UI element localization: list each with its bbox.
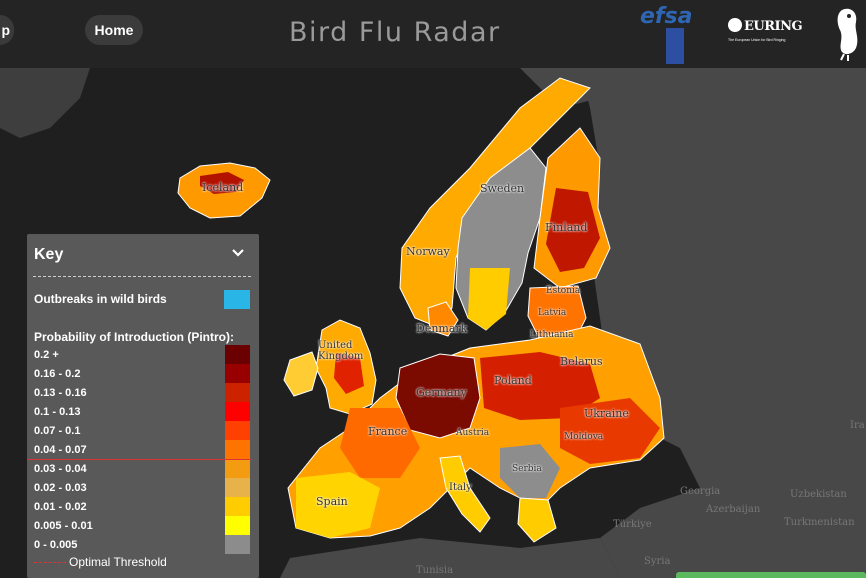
denmark-shape [427, 301, 459, 337]
label-estonia: Estonia [546, 286, 581, 296]
spain-yellow [296, 472, 380, 538]
legend-swatch-9 [225, 516, 250, 535]
euring-logo[interactable]: EURING The European Union for Bird Ringi… [728, 16, 806, 46]
chevron-down-icon[interactable] [231, 246, 245, 260]
loading-progress-bar [676, 572, 866, 578]
outbreaks-swatch [224, 290, 250, 309]
germany-shape [395, 353, 481, 439]
uk-red [334, 353, 364, 394]
label-turkmenistan: Turkmenistan [784, 517, 855, 528]
euring-logo-name: EURING [744, 19, 803, 34]
label-sweden: Sweden [480, 182, 525, 195]
finland-red [546, 188, 600, 272]
euring-logo-tagline: The European Union for Bird Ringing [728, 38, 786, 42]
outbreaks-label: Outbreaks in wild birds [34, 292, 167, 306]
optimal-threshold-line [27, 459, 252, 460]
ukraine-red [560, 398, 660, 464]
label-spain: Spain [316, 495, 348, 508]
label-iceland: Iceland [202, 181, 244, 194]
legend-swatch-5 [225, 440, 250, 459]
legend-label-4: 0.07 - 0.1 [34, 425, 81, 437]
legend-swatch-2 [225, 383, 250, 402]
map-canvas[interactable] [0, 68, 866, 578]
label-belarus: Belarus [560, 355, 603, 368]
greece-shape [517, 497, 557, 543]
eu-flag-icon [666, 28, 684, 64]
legend-swatch-7 [225, 478, 250, 497]
label-united-kingdom: United Kingdom [318, 340, 364, 362]
legend-swatch-10 [225, 535, 250, 554]
label-austria: Austria [456, 428, 490, 438]
legend-label-6: 0.03 - 0.04 [34, 463, 87, 475]
poland-belarus-red [480, 352, 600, 420]
legend-label-5: 0.04 - 0.07 [34, 444, 87, 456]
label-azerbaijan: Azerbaijan [706, 504, 761, 515]
page-title: Bird Flu Radar [289, 17, 501, 48]
euring-badge-icon [728, 18, 742, 32]
nav-button-left[interactable]: p [0, 15, 14, 45]
sweden-south-yellow [468, 268, 510, 330]
legend-swatch-6 [225, 459, 250, 478]
legend-label-0: 0.2 + [34, 349, 59, 361]
label-denmark: Denmark [416, 322, 468, 335]
app-header: p Home Bird Flu Radar efsa EURING The Eu… [0, 0, 866, 68]
key-title: Key [34, 246, 64, 263]
legend-label-8: 0.01 - 0.02 [34, 501, 87, 513]
ireland-shape [283, 351, 319, 397]
legend-swatch-0 [225, 345, 250, 364]
italy-shape [439, 455, 491, 533]
label-moldova: Moldova [564, 432, 604, 442]
label-serbia: Serbia [512, 464, 542, 474]
legend-label-7: 0.02 - 0.03 [34, 482, 87, 494]
iceland-dark [200, 172, 244, 194]
eastern-landmass [580, 68, 866, 578]
label-ira: Ira [850, 420, 865, 431]
legend-label-10: 0 - 0.005 [34, 539, 78, 551]
map-key-panel: Key Outbreaks in wild birds Probability … [27, 234, 259, 578]
label-georgia: Georgia [680, 486, 721, 497]
label-poland: Poland [494, 374, 532, 387]
threshold-dash-icon [34, 562, 66, 563]
label-italy: Italy [449, 482, 472, 493]
greenland-edge [0, 68, 90, 138]
label-germany: Germany [416, 386, 467, 399]
legend-swatch-4 [225, 421, 250, 440]
legend-label-3: 0.1 - 0.13 [34, 406, 81, 418]
legend-swatch-8 [225, 497, 250, 516]
label-france: France [368, 425, 408, 438]
legend-swatch-3 [225, 402, 250, 421]
label-norway: Norway [406, 245, 450, 258]
key-divider [33, 276, 251, 277]
label-finland: Finland [545, 221, 588, 234]
bird-logo-icon[interactable] [834, 4, 864, 62]
legend-label-9: 0.005 - 0.01 [34, 520, 93, 532]
legend-label-1: 0.16 - 0.2 [34, 368, 81, 380]
home-button[interactable]: Home [85, 15, 143, 45]
efsa-logo[interactable]: efsa [638, 2, 692, 64]
label-lithuania: Lithuania [530, 330, 574, 340]
legend-label-2: 0.13 - 0.16 [34, 387, 87, 399]
label-uzbekistan: Uzbekistan [790, 489, 847, 500]
label-syria: Syria [644, 556, 671, 567]
balkans-grey [500, 444, 560, 498]
label-tunisia: Tunisia [416, 565, 454, 576]
legend-swatch-1 [225, 364, 250, 383]
france-orange [340, 408, 420, 478]
label-ukraine: Ukraine [584, 407, 629, 420]
threshold-label: Optimal Threshold [69, 555, 167, 569]
label-latvia: Latvia [538, 308, 567, 318]
north-africa [280, 538, 620, 578]
label-turkiye: Türkiye [613, 519, 652, 530]
efsa-logo-text: efsa [640, 4, 693, 29]
probability-label: Probability of Introduction (Pintro): [34, 330, 234, 344]
